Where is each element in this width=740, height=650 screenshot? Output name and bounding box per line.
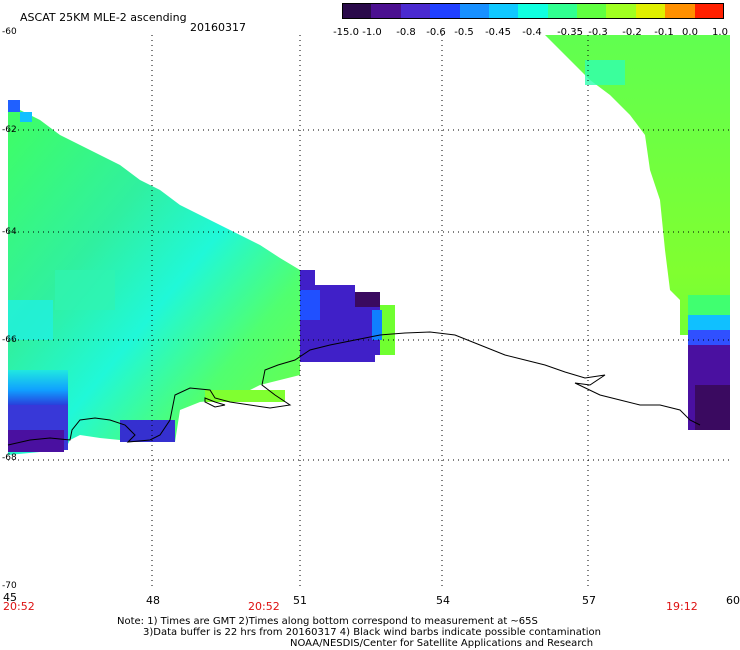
- time-label: 19:12: [666, 600, 698, 613]
- colorbar-swatch: [371, 4, 402, 19]
- colorbar-swatch: [400, 4, 431, 19]
- x-tick: 51: [293, 594, 307, 607]
- colorbar-label: -0.35: [557, 27, 583, 38]
- footer-note-1: Note: 1) Times are GMT 2)Times along bot…: [117, 616, 538, 627]
- footer-note-2: 3)Data buffer is 22 hrs from 20160317 4)…: [143, 627, 601, 638]
- swath-right: [545, 35, 730, 430]
- colorbar-swatch: [342, 4, 372, 19]
- y-tick: -68: [2, 453, 17, 463]
- colorbar-label: -0.6: [426, 27, 446, 38]
- colorbar-swatch: [606, 4, 637, 19]
- y-tick: -64: [2, 227, 17, 237]
- colorbar-swatch: [518, 4, 549, 19]
- x-tick: 60: [726, 594, 740, 607]
- colorbar-label: -0.3: [588, 27, 608, 38]
- y-tick: -62: [2, 125, 17, 135]
- colorbar-label: 1.0: [712, 27, 728, 38]
- colorbar-swatch: [665, 4, 696, 19]
- colorbar-label: -0.5: [454, 27, 474, 38]
- coastline: [7, 331, 701, 446]
- colorbar-swatch: [577, 4, 607, 19]
- colorbar-label: -0.4: [522, 27, 542, 38]
- time-label: 20:52: [248, 600, 280, 613]
- colorbar-label: -0.45: [485, 27, 511, 38]
- y-tick: -66: [2, 335, 17, 345]
- map-date: 20160317: [190, 21, 246, 34]
- colorbar-label: -0.1: [654, 27, 674, 38]
- y-tick: -60: [2, 27, 17, 37]
- colorbar-swatch: [547, 4, 578, 19]
- colorbar-label: -0.8: [396, 27, 416, 38]
- x-tick: 48: [146, 594, 160, 607]
- island-coast: [204, 397, 226, 408]
- map-title: ASCAT 25KM MLE-2 ascending: [20, 11, 187, 24]
- swath-middle: [300, 270, 395, 362]
- colorbar-label: 0.0: [682, 27, 698, 38]
- time-label: 20:52: [3, 600, 35, 613]
- colorbar-label: -1.0: [362, 27, 382, 38]
- colorbar-label: -15.0: [333, 27, 359, 38]
- swath-left: [8, 100, 300, 455]
- graticule: [8, 35, 730, 590]
- x-tick: 45: [3, 591, 17, 604]
- colorbar-label: -0.2: [622, 27, 642, 38]
- footer-credit: NOAA/NESDIS/Center for Satellite Applica…: [290, 638, 594, 649]
- colorbar-swatch: [694, 4, 725, 19]
- colorbar-swatch: [430, 4, 461, 19]
- y-tick: -70: [2, 581, 17, 591]
- colorbar-border: [342, 3, 724, 19]
- colorbar-swatch: [488, 4, 519, 19]
- colorbar-swatch: [635, 4, 666, 19]
- x-tick: 54: [436, 594, 450, 607]
- colorbar-swatch: [459, 4, 490, 19]
- x-tick: 57: [582, 594, 596, 607]
